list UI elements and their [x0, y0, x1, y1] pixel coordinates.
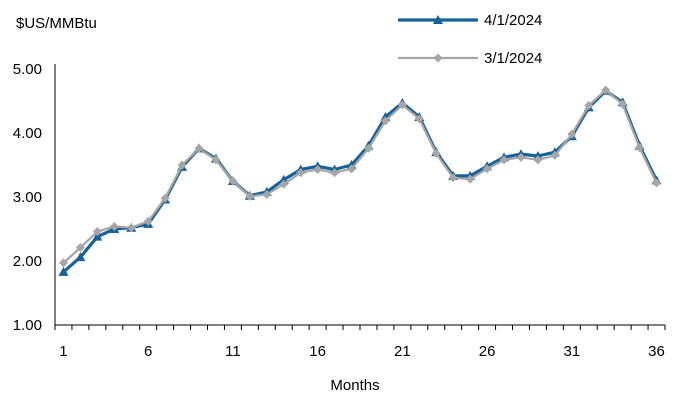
data-point	[245, 191, 255, 201]
data-point	[75, 243, 85, 253]
data-point	[143, 216, 153, 226]
data-point	[211, 155, 221, 165]
x-tick-labels: 1 6 11 16 21 26 31 36	[59, 343, 665, 360]
series-1	[58, 85, 662, 276]
data-point	[347, 164, 357, 174]
data-point	[177, 160, 187, 170]
data-point	[92, 231, 103, 241]
y-tick-label: 3.00	[13, 189, 42, 206]
data-point	[433, 15, 443, 24]
data-point	[635, 143, 645, 153]
axes	[54, 64, 666, 330]
x-tick-label: 21	[394, 343, 411, 360]
y-tick-labels: 1.00 2.00 3.00 4.00 5.00	[13, 61, 42, 334]
series-2	[58, 85, 662, 268]
data-point	[262, 189, 272, 199]
data-point	[194, 143, 204, 153]
data-point	[465, 174, 475, 184]
data-point	[652, 178, 662, 188]
data-point	[279, 179, 289, 189]
data-point	[482, 164, 492, 174]
legend-label: 3/1/2024	[484, 50, 542, 67]
data-point	[533, 155, 543, 165]
data-point	[431, 148, 441, 158]
y-axis-title: $US/MMBtu	[16, 15, 97, 32]
data-point	[567, 129, 577, 139]
data-point	[126, 223, 136, 233]
data-point	[397, 100, 407, 110]
x-tick-label: 1	[59, 343, 67, 360]
data-point	[414, 114, 424, 124]
data-point	[228, 176, 238, 186]
x-tick-label: 36	[648, 343, 665, 360]
x-tick-label: 11	[225, 343, 241, 360]
y-tick-label: 2.00	[13, 253, 42, 270]
data-point	[380, 116, 390, 126]
y-tick-label: 1.00	[13, 317, 42, 334]
x-axis-title: Months	[330, 377, 379, 394]
data-point	[433, 53, 443, 63]
data-point	[92, 227, 102, 237]
x-tick-label: 16	[309, 343, 326, 360]
x-tick-label: 31	[563, 343, 580, 360]
x-tick-label: 6	[144, 343, 152, 360]
y-tick-label: 4.00	[13, 125, 42, 142]
legend-label: 4/1/2024	[484, 12, 542, 29]
data-point	[584, 100, 594, 110]
data-point	[448, 173, 458, 183]
data-point	[499, 155, 509, 165]
data-point	[58, 266, 69, 276]
data-point	[109, 221, 119, 231]
data-point	[516, 152, 526, 162]
data-point	[363, 143, 373, 153]
data-point	[160, 193, 170, 203]
data-point	[618, 99, 628, 109]
legend: 4/1/2024 3/1/2024	[398, 12, 542, 67]
data-point	[330, 168, 340, 178]
series-line	[62, 88, 658, 264]
data-point	[601, 85, 611, 95]
data-point	[296, 168, 306, 178]
series-lines	[58, 85, 662, 276]
series-line	[62, 89, 658, 274]
x-tick-label: 26	[479, 343, 496, 360]
data-point	[550, 150, 560, 160]
legend-item-1: 4/1/2024	[398, 12, 542, 29]
data-point	[58, 258, 68, 268]
data-point	[75, 252, 86, 262]
data-point	[313, 164, 323, 174]
legend-item-2: 3/1/2024	[398, 50, 542, 67]
y-tick-label: 5.00	[13, 61, 42, 78]
